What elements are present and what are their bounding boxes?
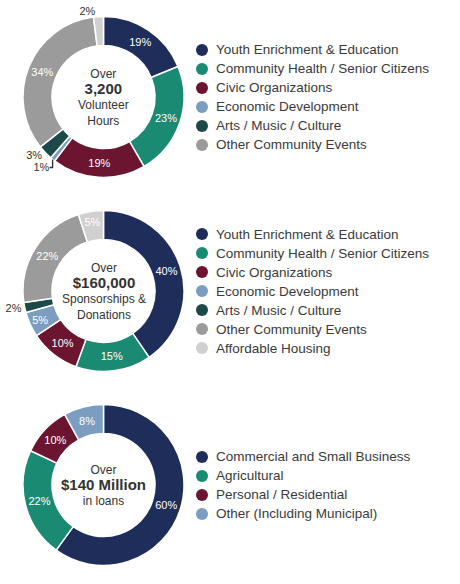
html-text:Personal / Residential: Personal / Residential (216, 487, 348, 502)
svg-text:19%: 19% (88, 157, 110, 169)
svg-text:19%: 19% (129, 36, 151, 48)
svg-text:23%: 23% (155, 112, 177, 124)
html-text:Other Community Events: Other Community Events (216, 137, 367, 152)
svg-text:22%: 22% (36, 250, 58, 262)
html-text:Affordable Housing: Affordable Housing (216, 340, 331, 356)
html-text:Arts / Music / Culture: Arts / Music / Culture (216, 118, 342, 133)
html-text:Civic Organizations: Civic Organizations (216, 80, 333, 95)
svg-text:10%: 10% (44, 434, 66, 446)
svg-text:5%: 5% (32, 314, 48, 326)
svg-text:22%: 22% (28, 495, 50, 507)
html-text:Agricultural: Agricultural (216, 468, 284, 483)
svg-text:60%: 60% (155, 499, 177, 511)
svg-text:34%: 34% (31, 66, 53, 78)
svg-text:10%: 10% (52, 337, 74, 349)
svg-text:8%: 8% (79, 415, 95, 427)
svg-text:2%: 2% (79, 5, 95, 17)
svg-text:5%: 5% (84, 216, 100, 228)
svg-text:15%: 15% (101, 350, 123, 362)
html-text:Civic Organizations: Civic Organizations (216, 264, 333, 280)
html-text:Other Community Events: Other Community Events (216, 321, 367, 337)
html-text:Commercial and Small Business: Commercial and Small Business (216, 449, 411, 464)
html-text:Economic Development: Economic Development (216, 283, 359, 299)
html-text:Community Health / Senior Citi: Community Health / Senior Citizens (216, 61, 430, 76)
svg-text:2%: 2% (6, 302, 22, 314)
svg-text:3%: 3% (26, 149, 42, 161)
svg-text:Over$140 Millionin loans: Over$140 Millionin loans (61, 463, 146, 508)
html-text:Youth Enrichment & Education: Youth Enrichment & Education (216, 226, 399, 242)
html-text:Youth Enrichment & Education: Youth Enrichment & Education (216, 42, 399, 57)
svg-text:40%: 40% (155, 265, 177, 277)
svg-text:Over3,200VolunteerHours: Over3,200VolunteerHours (78, 67, 129, 128)
svg-text:Over$160,000Sponsorships &Dona: Over$160,000Sponsorships &Donations (62, 261, 146, 322)
html-text:Arts / Music / Culture: Arts / Music / Culture (216, 302, 342, 318)
html-text:Community Health / Senior Citi: Community Health / Senior Citizens (216, 245, 430, 261)
html-text:Other (Including Municipal): Other (Including Municipal) (216, 506, 378, 521)
html-text:Economic Development: Economic Development (216, 99, 359, 114)
svg-text:1%: 1% (33, 161, 49, 173)
